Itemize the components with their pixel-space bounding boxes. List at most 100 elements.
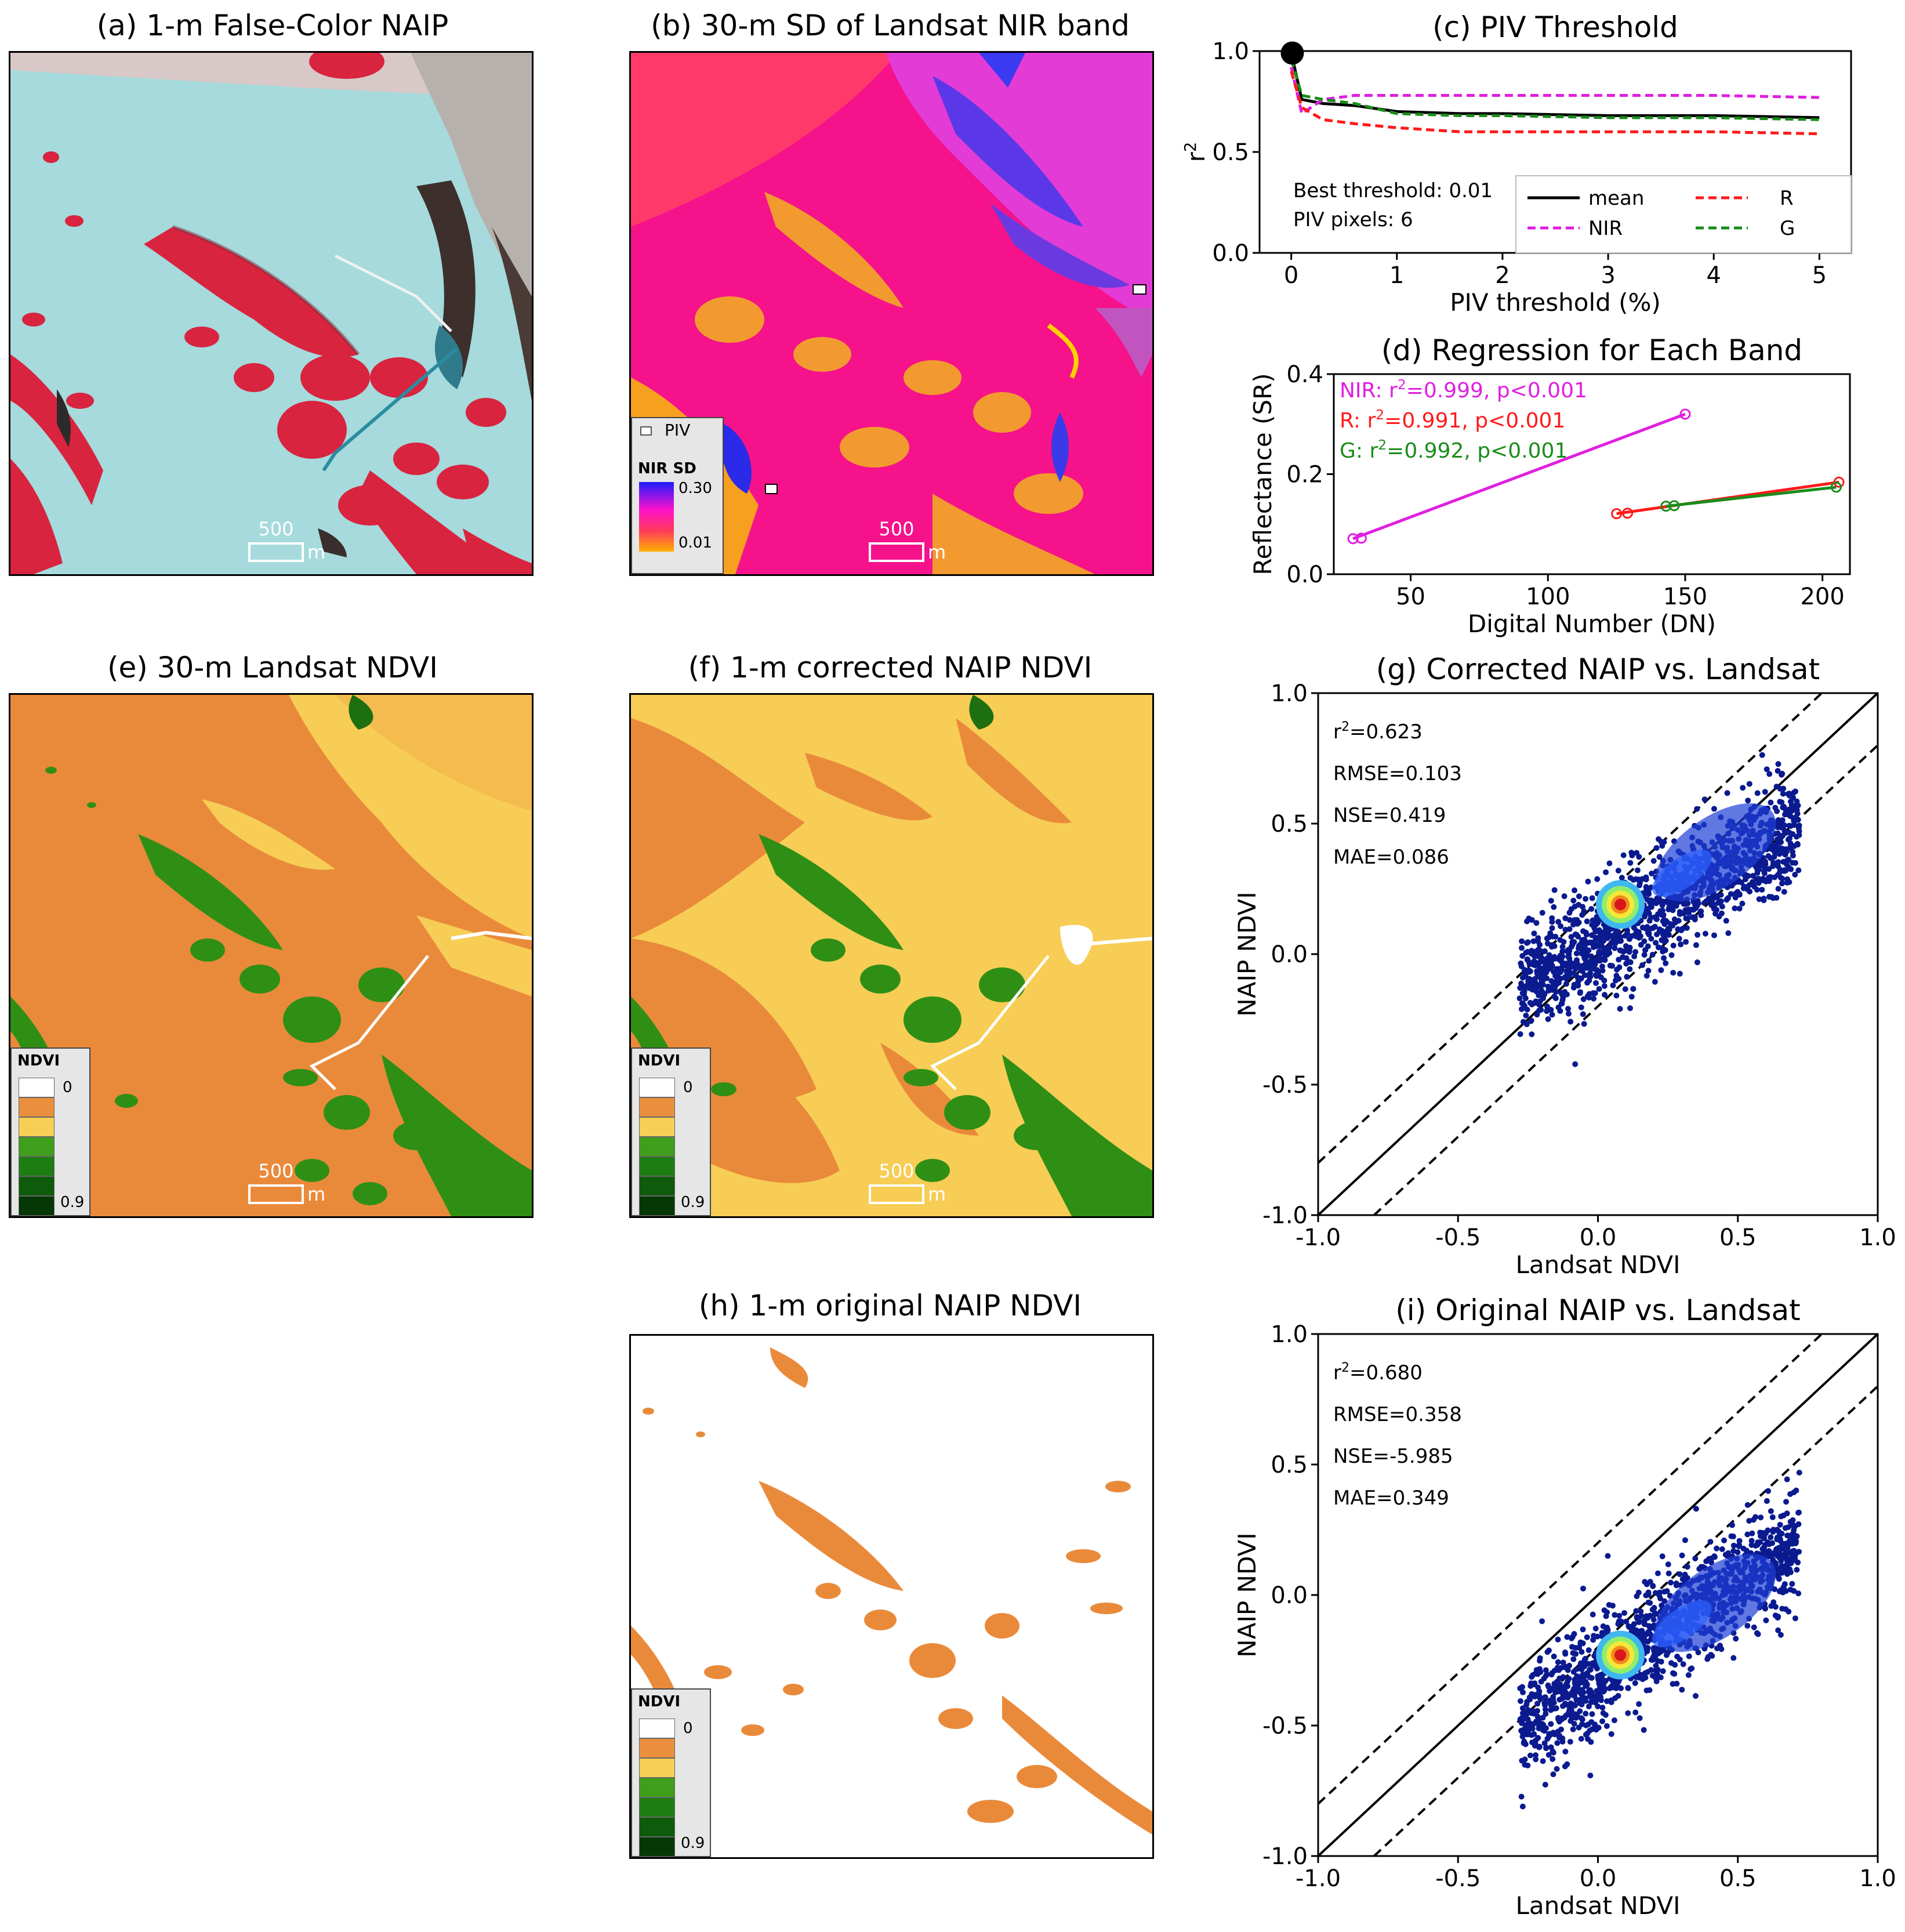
scatter-point (1525, 1727, 1532, 1734)
scatter-point (1599, 1633, 1605, 1640)
scatter-point (1614, 1647, 1621, 1653)
scatter-point (1671, 892, 1677, 898)
scatter-point (1697, 878, 1704, 884)
scatter-point (1578, 975, 1584, 981)
scatter-point (1531, 1681, 1537, 1688)
scatter-point (1572, 917, 1578, 923)
scatter-point (1559, 997, 1566, 1003)
scatter-point (1722, 1582, 1729, 1589)
scatter-point (1606, 1685, 1613, 1691)
scatter-point (1585, 878, 1591, 885)
x-tick-label: -0.5 (1435, 1865, 1481, 1892)
scatter-point (1772, 1560, 1779, 1566)
scatter-point (1595, 1661, 1601, 1667)
scatter-point (1581, 1695, 1588, 1701)
scatter-point (1657, 881, 1663, 887)
scatter-point (1631, 1639, 1637, 1645)
scatter-point (1576, 1681, 1582, 1687)
scatter-point (1540, 981, 1546, 988)
scatter-point (1517, 1716, 1523, 1723)
scatter-point (1527, 1720, 1533, 1727)
scatter-point (1561, 938, 1567, 945)
scatter-point (1679, 926, 1686, 932)
scatter-point (1766, 771, 1773, 777)
scatter-point (1704, 1579, 1711, 1585)
scatter-point (1601, 1683, 1607, 1690)
scatter-point (1635, 1616, 1642, 1622)
scatter-point (1787, 1538, 1793, 1544)
series-line-g (1290, 59, 1820, 121)
scatter-point (1611, 1678, 1617, 1684)
scatter-point (1683, 1625, 1689, 1632)
scatter-point (1520, 1018, 1526, 1025)
scatter-point (1675, 918, 1682, 924)
scatter-point (1680, 883, 1686, 890)
data-point-nir (1355, 532, 1367, 544)
scatter-point (1677, 927, 1683, 933)
scatter-point (1714, 1611, 1721, 1617)
scatter-point (1569, 942, 1576, 948)
offset-line (1373, 1385, 1879, 1857)
scatter-point (1740, 857, 1747, 863)
scatter-point (1623, 960, 1630, 967)
scatter-point (1568, 1713, 1574, 1720)
scatter-point (1646, 1623, 1652, 1629)
scatter-point (1691, 874, 1697, 880)
scatter-point (1703, 1604, 1709, 1610)
scatter-point (1529, 985, 1536, 992)
scatter-point (1570, 1669, 1577, 1675)
scatter-point (1559, 1738, 1566, 1745)
scatter-point (1550, 1748, 1556, 1755)
scatter-point (1617, 1652, 1623, 1658)
scatter-point (1776, 1576, 1782, 1582)
scatter-point (1656, 1636, 1663, 1642)
x-tick-label: 2 (1495, 262, 1510, 289)
scatter-point (1617, 901, 1624, 907)
scatter-point (1517, 985, 1523, 991)
scatter-point (1775, 761, 1781, 767)
scatter-point (1636, 1673, 1642, 1679)
scatter-point (1558, 958, 1565, 965)
scatter-point (1562, 989, 1568, 995)
scatter-point (1666, 1639, 1672, 1645)
scatter-point (1738, 1608, 1744, 1614)
scatter-point (1626, 912, 1632, 919)
scatter-point (1701, 854, 1708, 861)
scatter-point (1694, 1599, 1700, 1605)
scatter-point (1770, 1572, 1777, 1578)
scatter-point (1682, 1571, 1688, 1578)
scatter-point (1750, 838, 1756, 844)
scatter-point (1652, 978, 1658, 985)
scatter-point (1703, 1590, 1709, 1597)
scatter-point (1551, 954, 1558, 960)
scatter-point (1612, 1632, 1619, 1638)
scatter-point (1579, 1677, 1585, 1683)
scatter-point (1796, 822, 1802, 829)
scatter-point (1599, 1685, 1605, 1691)
scatter-point (1664, 898, 1671, 905)
scatter-point (1668, 905, 1674, 911)
scatter-point (1665, 863, 1672, 869)
scatter-point (1787, 1518, 1794, 1525)
scatter-point (1762, 1605, 1769, 1612)
legend-swatch (639, 1719, 675, 1738)
scatter-point (1616, 956, 1622, 963)
scatter-point (1654, 931, 1660, 937)
scatter-point (1653, 940, 1659, 946)
scatter-point (1600, 1671, 1606, 1677)
scatter-point (1670, 862, 1677, 868)
scatter-point (1792, 814, 1799, 820)
scatter-point (1663, 918, 1670, 925)
scatter-point (1643, 1687, 1650, 1694)
scatter-point (1765, 1576, 1772, 1583)
scatter-point (1637, 1628, 1643, 1634)
scatter-point (1591, 966, 1597, 972)
scatter-point (1546, 952, 1552, 958)
series-line-r (1290, 71, 1820, 136)
scatter-point (1666, 1618, 1672, 1625)
panel-f-title: (f) 1-m corrected NAIP NDVI (688, 651, 1093, 684)
scatter-point (1599, 1643, 1606, 1649)
scatter-point (1526, 969, 1532, 975)
offset-line (1317, 692, 1823, 1164)
scatter-point (1548, 1702, 1555, 1708)
